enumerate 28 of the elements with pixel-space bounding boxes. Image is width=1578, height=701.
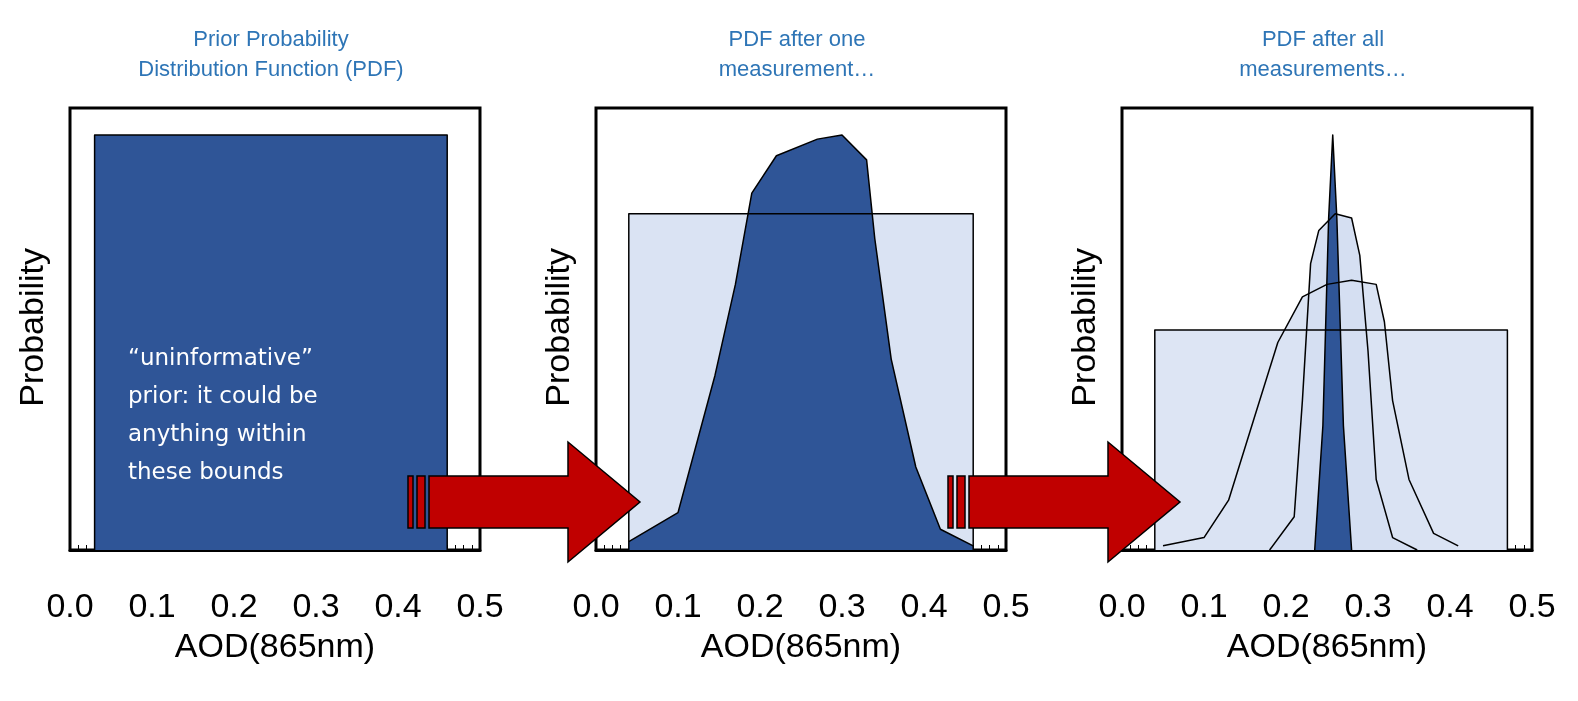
x-tick-label: 0.3 [1344,586,1392,624]
x-tick-label: 0.4 [1426,586,1474,624]
x-tick-label: 0.2 [210,586,258,624]
x-tick-label: 0.5 [1508,586,1556,624]
y-axis-title: Probability [12,247,50,407]
x-tick-label: 0.0 [46,586,94,624]
x-axis-title: AOD(865nm) [700,626,902,664]
x-tick-label: 0.2 [1262,586,1310,624]
x-tick-label: 0.1 [128,586,176,624]
x-tick-label: 0.1 [1180,586,1228,624]
x-axis-title: AOD(865nm) [1226,626,1428,664]
x-tick-label: 0.3 [292,586,340,624]
y-axis-title: Probability [1064,247,1102,407]
chart-title: PDF after one measurement… [718,25,876,81]
x-tick-label: 0.0 [1098,586,1146,624]
chart-title: Prior Probability Distribution Function (PDF) [138,25,404,81]
y-axis-title: Probability [538,247,576,407]
x-tick-label: 0.1 [654,586,702,624]
annotation: “uninformative” prior: it could be anything within these bounds [128,344,318,484]
x-tick-label: 0.0 [572,586,620,624]
x-tick-label: 0.5 [456,586,504,624]
x-tick-label: 0.5 [982,586,1030,624]
x-tick-label: 0.4 [900,586,948,624]
x-axis-title: AOD(865nm) [174,626,376,664]
x-tick-label: 0.3 [818,586,866,624]
x-tick-label: 0.2 [736,586,784,624]
chart-title: PDF after all measurements… [1239,25,1407,81]
x-tick-label: 0.4 [374,586,422,624]
